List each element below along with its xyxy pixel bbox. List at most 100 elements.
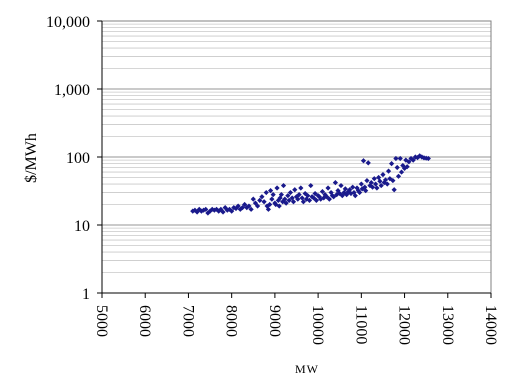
data-point xyxy=(319,188,326,195)
data-point xyxy=(394,164,400,171)
gridlines xyxy=(102,20,491,273)
data-point xyxy=(344,191,350,198)
data-point xyxy=(393,155,399,162)
x-tick-label: 11000 xyxy=(352,305,369,344)
data-point xyxy=(286,197,292,204)
data-point xyxy=(318,196,324,202)
data-point xyxy=(350,184,356,190)
data-point xyxy=(381,180,387,186)
data-point xyxy=(377,178,383,184)
data-point xyxy=(408,155,414,162)
data-point xyxy=(382,177,389,183)
data-points xyxy=(190,153,431,216)
data-point xyxy=(406,159,412,165)
data-point xyxy=(385,168,392,174)
data-point xyxy=(369,184,376,190)
x-axis-label: MW xyxy=(295,362,319,376)
data-point xyxy=(252,200,259,206)
data-point xyxy=(425,155,431,162)
data-point xyxy=(280,182,287,189)
data-point xyxy=(376,174,382,181)
data-point xyxy=(412,154,418,160)
data-point xyxy=(410,157,416,163)
data-point xyxy=(391,187,397,193)
data-point xyxy=(342,186,348,192)
data-point xyxy=(305,193,311,199)
data-point xyxy=(398,169,405,175)
data-point xyxy=(295,196,301,202)
data-point xyxy=(348,190,354,197)
data-point xyxy=(357,189,363,196)
data-point xyxy=(388,160,395,167)
data-point xyxy=(358,181,364,187)
data-point xyxy=(390,177,396,184)
data-point xyxy=(384,181,390,187)
data-point xyxy=(235,203,241,209)
data-point xyxy=(285,193,291,199)
x-tick-label: 10000 xyxy=(309,305,326,345)
data-point xyxy=(419,154,425,160)
y-tick-label: 10,000 xyxy=(46,14,90,31)
data-point xyxy=(397,155,403,162)
x-tick-label: 14000 xyxy=(482,305,499,345)
data-point xyxy=(332,180,338,186)
x-tick-label: 9000 xyxy=(266,305,283,337)
data-point xyxy=(404,164,410,170)
data-point xyxy=(325,185,331,191)
data-point xyxy=(290,199,297,205)
data-point xyxy=(362,184,368,190)
x-axis-ticks: 5000 6000 7000 8000 9000 10000 11000 12000 13000… xyxy=(93,293,499,345)
data-point xyxy=(387,176,393,182)
data-point xyxy=(345,188,351,195)
data-point xyxy=(255,203,261,209)
data-point xyxy=(395,173,402,179)
x-tick-label: 12000 xyxy=(396,305,413,345)
x-tick-label: 8000 xyxy=(223,305,240,337)
data-point xyxy=(242,201,248,208)
data-point xyxy=(313,197,319,204)
data-point xyxy=(292,187,298,193)
data-point xyxy=(274,185,280,191)
data-point xyxy=(401,165,408,171)
x-tick-label: 13000 xyxy=(439,305,456,345)
data-point xyxy=(302,190,308,197)
x-tick-label: 5000 xyxy=(93,305,110,337)
y-tick-label: 10 xyxy=(74,218,90,235)
data-point xyxy=(352,193,358,199)
data-point xyxy=(300,199,307,205)
data-point xyxy=(267,201,273,208)
data-point xyxy=(417,153,423,159)
y-tick-label: 1 xyxy=(82,286,90,303)
data-point xyxy=(229,208,235,214)
data-point xyxy=(298,185,304,191)
data-point xyxy=(359,186,365,192)
data-point xyxy=(263,189,269,196)
x-tick-label: 6000 xyxy=(136,305,153,337)
y-tick-label: 1,000 xyxy=(54,82,90,99)
data-point xyxy=(365,160,371,166)
x-tick-label: 7000 xyxy=(179,305,196,337)
data-point xyxy=(360,158,367,164)
data-point xyxy=(371,176,377,182)
data-point xyxy=(312,190,318,197)
data-point xyxy=(363,188,369,194)
data-point xyxy=(378,182,384,189)
data-point xyxy=(282,196,288,202)
data-point xyxy=(380,172,386,178)
data-point xyxy=(265,206,272,212)
data-point xyxy=(261,199,267,205)
data-point xyxy=(303,196,310,202)
data-point xyxy=(276,203,282,209)
y-axis-ticks: 1 10 100 1,000 10,000 xyxy=(46,14,102,303)
data-point xyxy=(250,196,256,202)
data-point xyxy=(283,200,289,206)
data-point xyxy=(246,203,252,209)
data-point xyxy=(334,191,340,198)
y-tick-label: 100 xyxy=(66,150,90,167)
data-point xyxy=(331,194,337,200)
data-point xyxy=(372,181,379,187)
data-point xyxy=(306,197,313,204)
data-point xyxy=(239,205,246,211)
data-point xyxy=(257,197,263,204)
